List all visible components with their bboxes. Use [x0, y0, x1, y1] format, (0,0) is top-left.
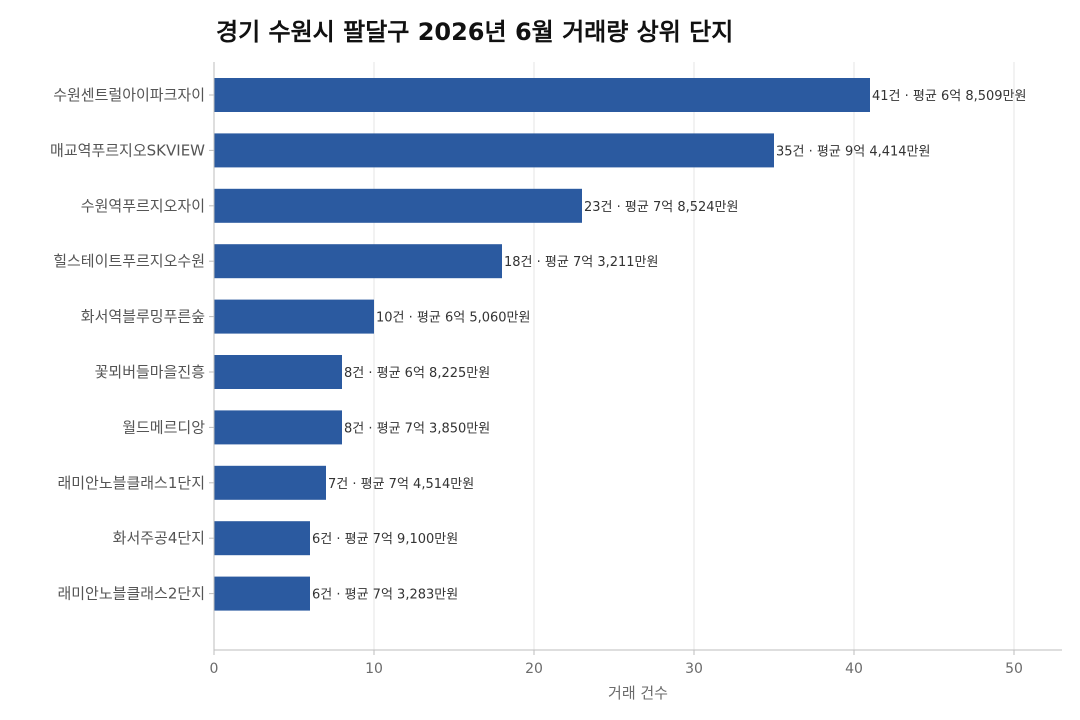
data-label: 7건 · 평균 7억 4,514만원 [328, 477, 474, 492]
category-label: 매교역푸르지오SKVIEW [50, 141, 205, 159]
data-label: 41건 · 평균 6억 8,509만원 [872, 89, 1026, 104]
bar [214, 188, 582, 223]
data-label: 18건 · 평균 7억 3,211만원 [504, 255, 658, 270]
data-label: 8건 · 평균 6억 8,225만원 [344, 366, 490, 381]
x-axis-title: 거래 건수 [608, 684, 668, 702]
x-tick-label: 10 [365, 661, 383, 677]
bars [214, 78, 870, 611]
category-label: 래미안노블클래스2단지 [57, 585, 205, 603]
category-label: 수원센트럴아이파크자이 [53, 86, 205, 104]
x-tick-label: 30 [685, 661, 703, 677]
x-tick-label: 20 [525, 661, 543, 677]
bar [214, 244, 502, 279]
x-tick-label: 40 [845, 661, 863, 677]
category-label: 래미안노블클래스1단지 [57, 474, 205, 492]
data-label: 6건 · 평균 7억 3,283만원 [312, 588, 458, 603]
labels: 0 10 20 30 40 50 수원센트럴아이파크자이 41건 · 평균 6억 8,509만… [50, 86, 1026, 677]
bar [214, 299, 374, 334]
data-label: 6건 · 평균 7억 9,100만원 [312, 532, 458, 547]
axes [209, 62, 1062, 655]
bar [214, 133, 774, 168]
bar [214, 576, 310, 611]
bar [214, 521, 310, 556]
bar [214, 355, 342, 389]
data-label: 23건 · 평균 7억 8,524만원 [584, 200, 738, 215]
category-label: 꽃뫼버들마을진흥 [95, 363, 205, 381]
category-label: 힐스테이트푸르지오수원 [53, 252, 205, 270]
bar [214, 78, 870, 112]
category-label: 월드메르디앙 [122, 418, 205, 436]
category-label: 화서주공4단지 [113, 529, 205, 547]
category-label: 수원역푸르지오자이 [81, 197, 205, 215]
data-label: 8건 · 평균 7억 3,850만원 [344, 421, 490, 436]
x-tick-label: 50 [1005, 661, 1023, 677]
bar [214, 465, 326, 500]
data-label: 35건 · 평균 9억 4,414만원 [776, 144, 930, 159]
data-label: 10건 · 평균 6억 5,060만원 [376, 311, 530, 326]
bar [214, 410, 342, 445]
x-tick-label: 0 [210, 661, 219, 677]
chart-title: 경기 수원시 팔달구 2026년 6월 거래량 상위 단지 [216, 18, 733, 46]
category-label: 화서역블루밍푸른숲 [81, 308, 205, 326]
